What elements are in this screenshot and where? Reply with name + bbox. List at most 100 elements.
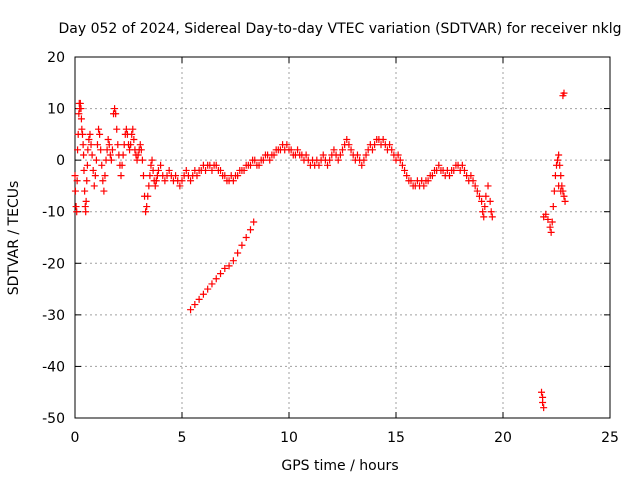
data-point	[72, 203, 80, 211]
data-point	[89, 166, 97, 174]
data-point	[358, 161, 366, 169]
data-point	[460, 166, 468, 174]
plot-frame	[74, 56, 611, 419]
data-point	[157, 161, 165, 169]
data-point	[324, 161, 332, 169]
data-point	[138, 156, 146, 164]
data-point	[555, 151, 563, 159]
data-point	[199, 290, 207, 298]
data-point	[435, 161, 443, 169]
x-axis-label: GPS time / hours	[281, 458, 398, 474]
data-point	[93, 141, 101, 149]
data-point	[339, 146, 346, 154]
data-point	[315, 161, 323, 169]
data-point	[330, 146, 338, 154]
x-tick-label: 25	[601, 430, 619, 446]
data-point	[154, 166, 162, 174]
data-point	[251, 156, 259, 164]
data-point	[458, 161, 466, 169]
data-point	[81, 187, 89, 195]
data-point	[471, 182, 479, 190]
data-point	[137, 146, 145, 154]
chart-title: Day 052 of 2024, Sidereal Day-to-day VTE…	[59, 21, 622, 37]
data-point	[178, 177, 186, 185]
data-point	[152, 177, 160, 185]
data-point	[479, 208, 487, 216]
data-point	[259, 156, 267, 164]
data-point	[250, 218, 258, 226]
data-point	[486, 197, 494, 205]
data-point	[246, 226, 254, 234]
data-point	[130, 136, 138, 144]
data-point	[540, 404, 548, 412]
data-point	[266, 156, 274, 164]
data-point	[71, 187, 79, 195]
data-point	[555, 182, 563, 190]
data-point	[147, 161, 155, 169]
y-tick-label: -40	[42, 359, 65, 375]
data-point	[112, 110, 120, 118]
data-point	[557, 172, 565, 180]
data-point	[554, 156, 562, 164]
data-point	[92, 156, 100, 164]
data-point	[88, 151, 96, 159]
axis-ticks: 0 5 10 15 20 25 -50 -40 -30 -20 -10 0 10 20	[42, 50, 619, 446]
data-point	[191, 301, 199, 309]
data-point	[475, 192, 483, 200]
data-point	[83, 177, 91, 185]
data-point	[111, 105, 119, 113]
data-point	[114, 141, 122, 149]
data-point	[129, 125, 137, 133]
y-axis-label: SDTVAR / TECUs	[6, 181, 22, 296]
data-point	[84, 146, 92, 154]
data-point	[388, 146, 396, 154]
data-point	[134, 151, 142, 159]
y-tick-label: -30	[42, 308, 65, 324]
data-point	[212, 161, 220, 169]
data-point	[105, 141, 113, 149]
data-point	[128, 130, 136, 138]
data-point	[75, 110, 83, 118]
x-tick-label: 5	[178, 430, 187, 446]
data-point	[80, 166, 88, 174]
data-point	[539, 399, 547, 407]
data-point	[287, 146, 295, 154]
data-point	[221, 264, 229, 272]
data-point	[76, 99, 84, 107]
data-point	[136, 141, 144, 149]
data-point	[560, 89, 568, 97]
data-point	[117, 172, 125, 180]
data-point	[90, 182, 98, 190]
data-point	[127, 141, 135, 149]
data-point	[113, 125, 121, 133]
data-point	[240, 166, 248, 174]
y-tick-label: 0	[56, 153, 65, 169]
y-tick-label: 10	[47, 102, 65, 118]
data-point	[482, 192, 490, 200]
data-point	[95, 125, 103, 133]
data-point	[246, 161, 254, 169]
data-point	[107, 156, 115, 164]
x-tick-label: 20	[494, 430, 512, 446]
data-point	[242, 234, 250, 241]
data-point	[74, 146, 82, 154]
data-point	[187, 177, 195, 185]
data-point	[77, 105, 85, 113]
data-point	[542, 210, 550, 218]
data-point	[550, 187, 558, 195]
y-tick-label: 20	[47, 50, 65, 66]
data-point	[71, 172, 79, 180]
data-point	[345, 141, 353, 149]
x-tick-label: 15	[387, 430, 405, 446]
data-point	[368, 146, 376, 154]
data-point	[73, 177, 81, 185]
data-point	[229, 177, 237, 185]
data-point	[270, 151, 278, 159]
data-point	[73, 208, 81, 216]
data-point	[87, 141, 95, 149]
data-point	[484, 182, 492, 190]
data-point	[362, 151, 370, 159]
data-point	[557, 187, 565, 195]
data-point	[379, 136, 387, 144]
data-point	[99, 177, 107, 185]
